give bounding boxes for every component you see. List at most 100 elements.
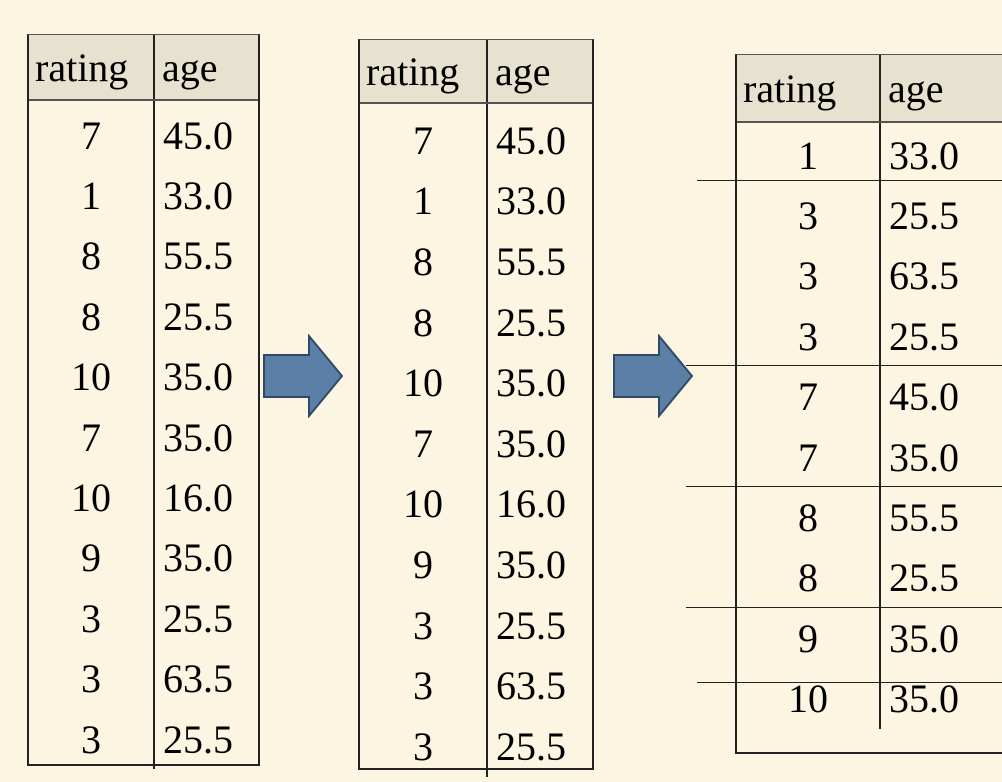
age-cell: 45.0 [889, 374, 959, 420]
table-grouped: rating age 1 33.0 3 25.5 3 63.5 3 25.5 7 45.0… [735, 54, 1002, 754]
age-cell: 63.5 [163, 656, 233, 702]
age-cell: 35.0 [163, 414, 233, 460]
table-middle: rating age 7 45.0 1 33.0 8 55.5 8 25.5 10 35.… [358, 39, 594, 777]
rating-cell: 3 [413, 602, 433, 648]
table-row: 10 35.0 [29, 347, 258, 407]
table-row: 1 33.0 [29, 165, 258, 225]
age-cell: 55.5 [496, 238, 566, 284]
age-cell: 16.0 [496, 481, 566, 527]
table-row: 3 63.5 [360, 655, 592, 716]
age-cell: 35.0 [496, 541, 566, 587]
table-row: 10 35.0 [737, 669, 1002, 729]
age-cell: 33.0 [163, 173, 233, 219]
table-row: 3 25.5 [737, 306, 1002, 366]
age-cell: 33.0 [889, 132, 959, 178]
age-cell: 63.5 [889, 253, 959, 299]
rating-cell: 10 [71, 354, 111, 400]
table-row: 7 45.0 [360, 110, 592, 171]
rating-cell: 10 [403, 481, 443, 527]
rating-cell: 7 [413, 420, 433, 466]
right-arrow-icon [263, 334, 344, 418]
table-row: 9 35.0 [360, 534, 592, 595]
table-row: 8 55.5 [737, 487, 1002, 547]
age-cell: 25.5 [163, 293, 233, 339]
rating-cell: 7 [798, 374, 818, 420]
table-row: 7 45.0 [29, 105, 258, 165]
rating-cell: 8 [81, 293, 101, 339]
age-cell: 16.0 [163, 475, 233, 521]
rating-cell: 3 [413, 723, 433, 769]
rating-cell: 8 [798, 495, 818, 541]
rating-cell: 3 [413, 663, 433, 709]
age-cell: 25.5 [163, 595, 233, 641]
age-cell: 35.0 [889, 615, 959, 661]
rating-cell: 1 [798, 132, 818, 178]
rating-cell: 1 [81, 173, 101, 219]
rating-cell: 1 [413, 178, 433, 224]
rating-cell: 9 [81, 535, 101, 581]
age-cell: 33.0 [496, 178, 566, 224]
table-row: 8 25.5 [360, 292, 592, 353]
age-cell: 35.0 [496, 360, 566, 406]
header-rating: rating [743, 65, 837, 111]
table-body: 7 45.0 1 33.0 8 55.5 8 25.5 10 35.0 7 35.0 10 1… [29, 101, 258, 770]
table-row: 8 55.5 [29, 226, 258, 286]
table-row: 7 35.0 [360, 413, 592, 474]
table-row: 10 35.0 [360, 352, 592, 413]
table-row: 3 25.5 [360, 595, 592, 656]
age-cell: 63.5 [496, 663, 566, 709]
age-cell: 25.5 [496, 299, 566, 345]
table-row: 1 33.0 [737, 125, 1002, 185]
group-separator [686, 486, 1002, 487]
table-row: 1 33.0 [360, 171, 592, 232]
header-rating: rating [35, 44, 129, 90]
age-cell: 25.5 [889, 555, 959, 601]
header-age: age [153, 35, 258, 99]
table-row: 8 25.5 [29, 286, 258, 346]
rating-cell: 10 [403, 360, 443, 406]
table-row: 3 25.5 [360, 716, 592, 777]
age-cell: 45.0 [163, 112, 233, 158]
table-header: rating age [360, 40, 592, 104]
age-cell: 25.5 [496, 602, 566, 648]
rating-cell: 3 [798, 193, 818, 239]
header-rating: rating [366, 48, 460, 94]
age-cell: 35.0 [889, 434, 959, 480]
rating-cell: 3 [798, 313, 818, 359]
table-row: 9 35.0 [29, 528, 258, 588]
rating-cell: 8 [798, 555, 818, 601]
right-arrow-icon [613, 334, 694, 418]
rating-cell: 3 [81, 656, 101, 702]
rating-cell: 3 [798, 253, 818, 299]
age-cell: 25.5 [163, 716, 233, 762]
table-row: 3 25.5 [29, 588, 258, 648]
header-age: age [486, 40, 592, 102]
table-header: rating age [737, 55, 1002, 123]
age-cell: 35.0 [889, 676, 959, 722]
group-separator [697, 180, 1002, 181]
rating-cell: 3 [81, 716, 101, 762]
table-row: 10 16.0 [29, 467, 258, 527]
rating-cell: 8 [413, 299, 433, 345]
rating-cell: 9 [413, 541, 433, 587]
rating-cell: 7 [81, 414, 101, 460]
rating-cell: 3 [81, 595, 101, 641]
age-cell: 25.5 [889, 313, 959, 359]
age-cell: 45.0 [496, 117, 566, 163]
rating-cell: 7 [798, 434, 818, 480]
table-row: 8 55.5 [360, 231, 592, 292]
table-row: 3 63.5 [737, 246, 1002, 306]
table-row: 7 35.0 [737, 427, 1002, 487]
age-cell: 35.0 [496, 420, 566, 466]
rating-cell: 10 [788, 676, 828, 722]
table-body: 1 33.0 3 25.5 3 63.5 3 25.5 7 45.0 7 35.0 8 55.… [737, 123, 1002, 729]
age-cell: 55.5 [889, 495, 959, 541]
table-before: rating age 7 45.0 1 33.0 8 55.5 8 25.5 10 35.… [27, 34, 260, 770]
rating-cell: 8 [81, 233, 101, 279]
rating-cell: 8 [413, 238, 433, 284]
table-row: 8 25.5 [737, 548, 1002, 608]
table-row: 10 16.0 [360, 474, 592, 535]
age-cell: 55.5 [163, 233, 233, 279]
group-separator [686, 607, 1002, 608]
table-row: 7 45.0 [737, 367, 1002, 427]
